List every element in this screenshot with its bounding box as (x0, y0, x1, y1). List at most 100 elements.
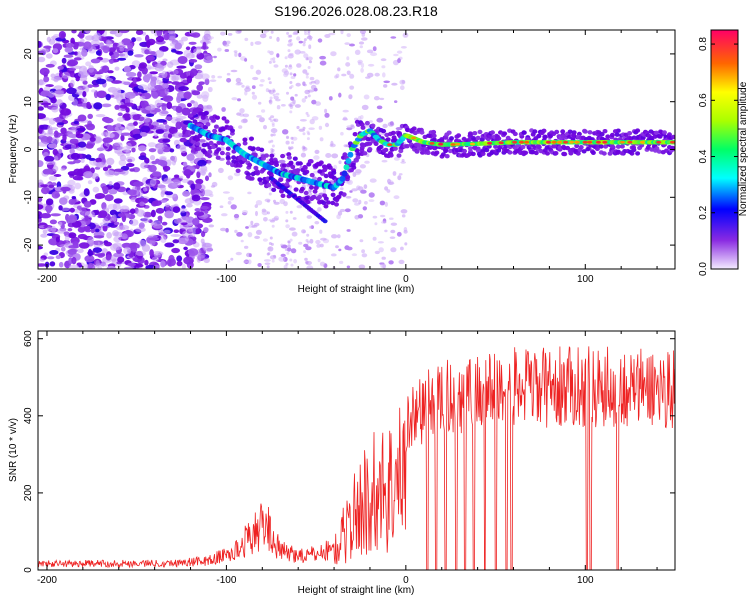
spectrogram-cell (120, 132, 131, 136)
spectrogram-cell (95, 50, 102, 56)
spectrogram-cell (347, 151, 354, 158)
spectrogram-cell (171, 247, 181, 254)
spectrogram-cell (263, 125, 267, 130)
spectrogram-cell (217, 47, 222, 52)
spectrogram-cell (307, 30, 311, 33)
spectrogram-cell (300, 152, 306, 158)
spectrogram-cell (251, 94, 258, 100)
spectrogram-cell (83, 171, 93, 179)
spectrogram-cell (129, 168, 135, 172)
spectrogram-cell (276, 36, 280, 42)
spectrogram-cell (60, 167, 66, 171)
spectrogram-cell (112, 203, 121, 211)
spectrogram-cell (389, 236, 396, 239)
spectrogram-cell (57, 229, 66, 234)
spectrogram-cell (173, 229, 180, 233)
spectrogram-cell (112, 88, 122, 96)
spectrogram-cell (92, 247, 103, 254)
spectrogram-cell (315, 101, 321, 106)
spectrogram-cell (176, 260, 183, 267)
spectrogram-cell (113, 142, 123, 147)
spectrogram-cell (77, 226, 86, 233)
spectrogram-cell (134, 54, 144, 58)
spectrogram-cell (38, 196, 43, 203)
spectrogram-cell (359, 45, 363, 49)
spectrogram-cell (178, 207, 188, 213)
spectrogram-cell (431, 133, 437, 138)
spectrogram-cell (348, 94, 353, 100)
spectrogram-cell (518, 140, 525, 144)
spectrogram-cell (171, 179, 182, 188)
spectrogram-cell (186, 102, 192, 108)
spectrogram-cell (357, 115, 362, 122)
spectrogram-cell (264, 262, 271, 266)
spectrogram-cell (309, 172, 315, 178)
spectrogram-cell (475, 135, 481, 141)
spectrogram-cell (271, 259, 275, 263)
spectrogram-cell (212, 128, 218, 134)
spectrogram-cell (255, 210, 258, 217)
spectrogram-cell (42, 168, 54, 175)
spectrogram-cell (230, 204, 237, 210)
spectrogram-cell (195, 137, 201, 142)
colorbar: 0.0 0.2 0.4 0.6 0.8 Normalized spectral ampl… (698, 29, 749, 276)
spectrogram-cell (215, 115, 220, 120)
spectrogram-cell (288, 64, 292, 68)
spectrogram-cell (72, 208, 83, 213)
spectrogram-cell (71, 196, 77, 200)
spectrogram-cell (195, 228, 201, 235)
spectrogram-cell (187, 248, 199, 256)
spectrogram-cell (569, 140, 575, 144)
spectrogram-cell (154, 65, 165, 72)
spectrogram-cell (345, 158, 352, 164)
spectrogram-cell (90, 58, 101, 64)
spectrogram-cell (264, 153, 269, 158)
spectrogram-cell (574, 140, 580, 144)
spectrogram-cell (346, 56, 350, 61)
spectrogram-cell (341, 170, 348, 177)
spectrogram-cell (205, 122, 211, 127)
spectrogram-cell (49, 250, 59, 255)
spectrogram-cell (272, 128, 276, 132)
spectrogram-cell (43, 45, 52, 49)
spectrogram-cell (74, 182, 81, 190)
spectrogram-cell (61, 57, 67, 64)
spectrogram-cell (304, 257, 308, 261)
spectrogram-cell (656, 149, 662, 154)
spectrogram-xtick-label: -200 (37, 274, 57, 285)
spectrogram-cell (311, 99, 317, 105)
spectrogram-cell (164, 242, 175, 248)
spectrogram-cell (163, 33, 170, 41)
spectrogram-cell (338, 92, 342, 98)
spectrogram-cell (155, 251, 162, 256)
spectrogram-cell (93, 32, 102, 41)
spectrogram-cell (575, 151, 581, 156)
spectrogram-cell (158, 215, 163, 223)
spectrogram-cell (82, 84, 88, 89)
spectrogram-cell (283, 264, 288, 269)
snr-xtick-label: -100 (216, 575, 236, 586)
spectrogram-cell (325, 200, 331, 205)
spectrogram-cell (284, 56, 288, 60)
spectrogram-cell (172, 239, 180, 244)
spectrogram-cell (346, 246, 353, 251)
spectrogram-cell (72, 220, 82, 228)
spectrogram-cell (287, 49, 291, 53)
spectrogram-cell (286, 251, 290, 255)
spectrogram-cell (145, 76, 150, 83)
spectrogram-cell (73, 168, 82, 176)
spectrogram-cell (67, 248, 77, 255)
spectrogram-cell (268, 89, 272, 93)
spectrogram-cell (195, 141, 201, 146)
spectrogram-cell (96, 90, 107, 99)
spectrogram-cell (237, 98, 241, 102)
spectrogram-cell (163, 229, 171, 234)
spectrogram-cell (385, 137, 391, 142)
spectrogram-cell (178, 86, 189, 92)
spectrogram-ytick-label: 20 (23, 48, 34, 60)
spectrogram-cell (397, 58, 401, 64)
spectrogram-cell (220, 227, 227, 232)
spectrogram-cell (194, 211, 205, 217)
spectrogram-cell (290, 248, 297, 254)
spectrogram-cell (387, 143, 393, 147)
